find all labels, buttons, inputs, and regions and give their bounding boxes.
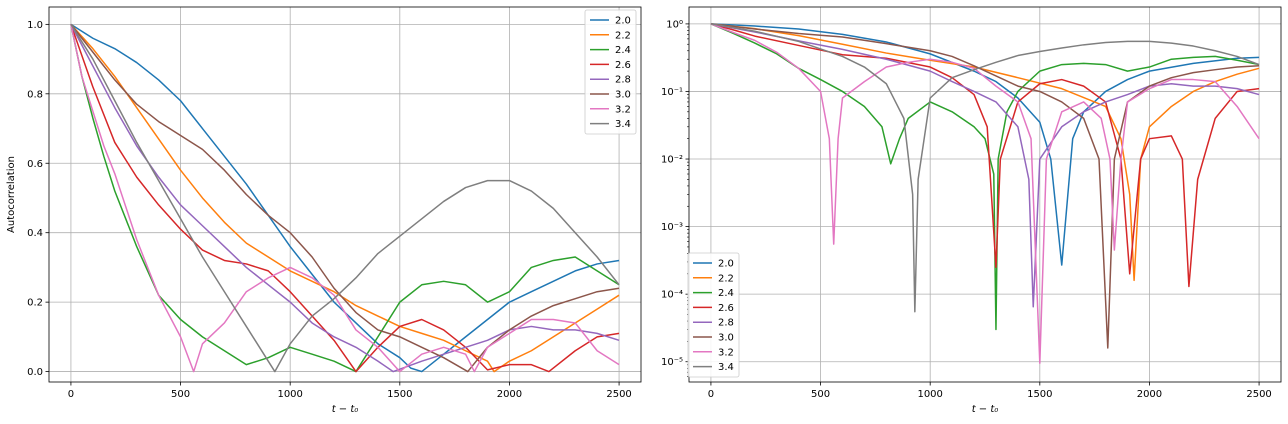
x-axis-label: t − t₀	[332, 404, 359, 415]
y-tick-label: 0.2	[27, 298, 43, 309]
legend: 2.0 2.2 2.4 2.6 2.8 3.0 3.2 3.4	[687, 252, 740, 378]
y-tick-label: 1.0	[27, 20, 43, 31]
legend-label: 2.2	[718, 273, 734, 284]
y-tick-label: 0.6	[27, 159, 43, 170]
legend-label: 2.8	[615, 75, 631, 86]
legend-label: 3.4	[718, 362, 734, 373]
x-axis-label: t − t₀	[972, 404, 999, 415]
x-tick-label: 1000	[917, 389, 942, 400]
y-tick-label: 10⁻³	[661, 222, 683, 233]
legend-label: 3.2	[615, 104, 631, 115]
legend-label: 3.0	[718, 333, 734, 344]
series-line-3.0	[70, 23, 620, 373]
series-line-3.2	[710, 23, 1260, 364]
legend-label: 2.4	[718, 288, 734, 299]
series-line-2.6	[70, 24, 620, 373]
series-line-2.6	[710, 23, 1260, 288]
chart-panel-2: 0 500 1000 1500 2000 2500 10⁰ 10⁻¹ 10⁻² 10⁻³ 10⁻⁴ 1…	[661, 6, 1282, 415]
chart-panel-1: 0 500 1000 1500 2000 2500 0.0 0.2 0.4 0.6 0.8 1.0 t …	[6, 6, 642, 415]
y-tick-label: 10⁻¹	[661, 87, 683, 98]
series-line-3.0	[710, 23, 1260, 349]
x-tick-label: 0	[68, 389, 74, 400]
x-tick-label: 1000	[277, 389, 302, 400]
series-line-2.2	[70, 23, 620, 373]
legend-label: 2.4	[615, 45, 631, 56]
y-tick-label: 0.0	[27, 367, 43, 378]
x-tick-label: 0	[708, 389, 714, 400]
legend-label: 2.0	[615, 16, 631, 27]
legend-label: 3.4	[615, 119, 631, 130]
y-tick-label: 0.8	[27, 89, 43, 100]
x-tick-label: 2000	[497, 389, 522, 400]
legend-label: 3.0	[615, 90, 631, 101]
x-tick-label: 500	[171, 389, 190, 400]
series-line-2.8	[70, 24, 620, 373]
series-line-3.4	[710, 23, 1260, 313]
legend-box	[687, 252, 740, 378]
legend-label: 2.0	[718, 259, 734, 270]
series-line-3.4	[70, 23, 620, 373]
legend-label: 2.2	[615, 30, 631, 41]
x-tick-label: 1500	[387, 389, 412, 400]
x-tick-label: 2000	[1137, 389, 1162, 400]
y-tick-label: 10⁻²	[661, 155, 683, 166]
y-tick-label: 10⁻⁴	[661, 290, 683, 301]
legend-label: 2.8	[718, 318, 734, 329]
series-line-2.4	[70, 24, 620, 373]
series-group	[70, 23, 620, 373]
legend-label: 3.2	[718, 347, 734, 358]
x-tick-label: 1500	[1027, 389, 1052, 400]
series-line-2.0	[710, 23, 1260, 266]
series-line-2.2	[710, 23, 1260, 282]
y-tick-label: 0.4	[27, 228, 43, 239]
legend-label: 2.6	[718, 303, 734, 314]
legend: 2.0 2.2 2.4 2.6 2.8 3.0 3.2 3.4	[584, 9, 637, 135]
y-axis-label: Autocorrelation	[6, 156, 17, 233]
series-line-2.8	[710, 23, 1260, 308]
series-line-2.0	[70, 23, 620, 373]
plot-frame	[48, 6, 642, 383]
x-tick-label: 500	[811, 389, 830, 400]
x-tick-label: 2500	[1246, 389, 1271, 400]
grid	[689, 7, 1281, 382]
y-tick-label: 10⁻⁵	[661, 357, 683, 368]
series-line-3.2	[70, 24, 620, 373]
legend-box	[584, 9, 637, 135]
series-group	[710, 23, 1260, 364]
y-tick-label: 10⁰	[666, 19, 683, 30]
legend-label: 2.6	[615, 60, 631, 71]
x-tick-label: 2500	[606, 389, 631, 400]
